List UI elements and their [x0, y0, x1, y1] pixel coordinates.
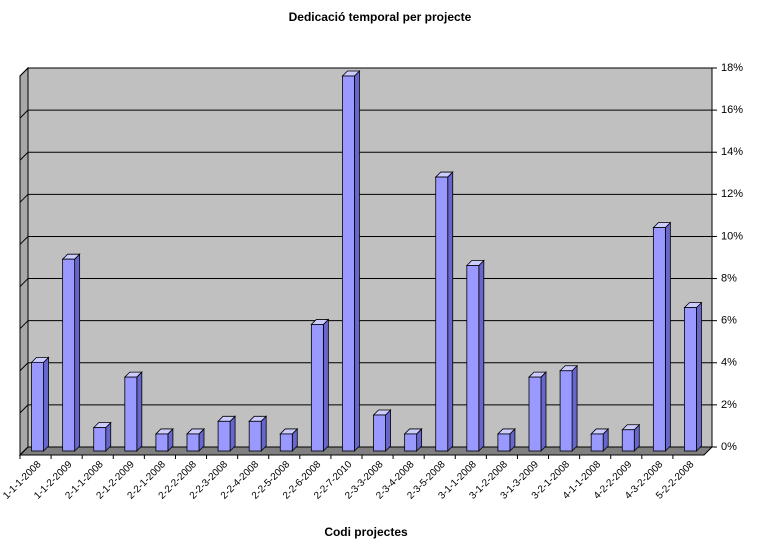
bar [186, 433, 200, 452]
grid-line-side [19, 236, 29, 245]
bar [466, 265, 480, 452]
floor [18, 446, 714, 456]
bar-side [385, 409, 391, 452]
grid-line-side [19, 320, 29, 330]
bar-side [478, 259, 485, 452]
bar [217, 420, 231, 452]
bar [93, 427, 107, 452]
y-tick-label: 4% [721, 357, 737, 369]
grid-line-side [19, 109, 29, 119]
bar-side [354, 70, 360, 452]
bar-side [540, 371, 547, 452]
y-tick-label: 14% [721, 146, 743, 158]
grid-line-side [19, 67, 29, 77]
y-tick-label: 18% [721, 62, 743, 74]
bar-side [260, 415, 267, 452]
bar-side [229, 415, 236, 452]
bar [497, 433, 511, 452]
bar-side [696, 301, 702, 452]
y-tick-label: 6% [721, 315, 737, 327]
bar [435, 176, 449, 452]
bar [342, 75, 355, 452]
y-tick-label: 8% [721, 272, 737, 284]
bar-side [447, 171, 454, 452]
y-tick-label: 10% [721, 230, 743, 242]
bar [62, 258, 76, 452]
bar-side [571, 364, 578, 452]
bar [621, 429, 635, 452]
bar-side [43, 356, 49, 452]
x-axis-title: Codi projectes [324, 525, 408, 539]
bar [404, 433, 418, 452]
bar-side [322, 318, 329, 452]
grid-line-side [19, 278, 29, 287]
bar [590, 433, 604, 452]
y-tick-label: 2% [721, 399, 737, 411]
bar-side [136, 371, 143, 452]
bar [124, 376, 138, 452]
bar [684, 307, 697, 452]
y-tick-label: 0% [721, 441, 737, 453]
bar [31, 361, 44, 452]
side-wall [19, 66, 29, 457]
grid-line-side [19, 151, 29, 161]
bar [248, 420, 262, 452]
bar-side [74, 253, 81, 452]
grid-line-side [19, 193, 29, 203]
bar-side [664, 221, 671, 452]
bar [373, 414, 386, 452]
bar [559, 370, 573, 452]
bar [652, 227, 666, 452]
bar [155, 433, 169, 452]
grid-line-side [19, 362, 29, 372]
bar [279, 433, 293, 452]
y-tick-label: 16% [721, 104, 743, 116]
chart-title: Dedicació temporal per projecte [289, 10, 472, 24]
grid-line-side [19, 446, 29, 456]
grid-line-side [19, 404, 29, 414]
bar [528, 376, 542, 452]
y-tick-label: 12% [721, 188, 743, 200]
bar [310, 324, 324, 452]
